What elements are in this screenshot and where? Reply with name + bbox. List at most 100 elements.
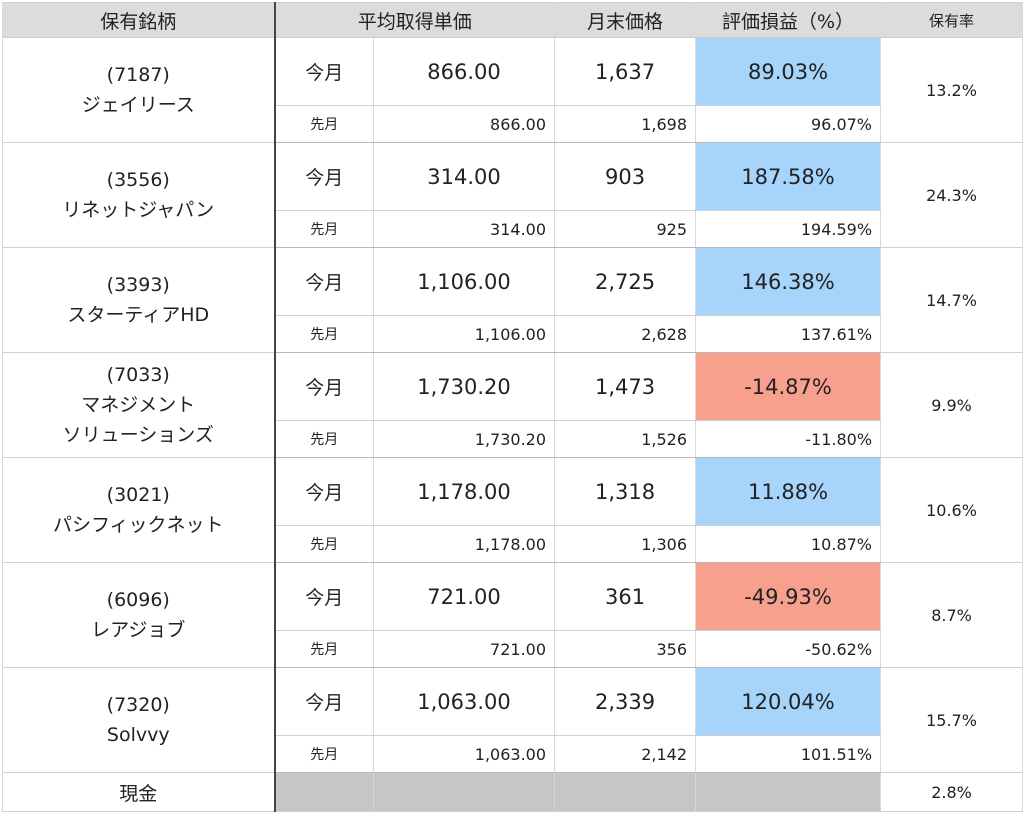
previous-avg-cost: 721.00 (372, 630, 556, 668)
header-holding: 保有銘柄 (2, 2, 276, 38)
previous-month-end-price: 1,698 (554, 105, 697, 143)
current-gain-loss: 89.03% (695, 37, 882, 106)
current-avg-cost: 866.00 (372, 37, 556, 106)
previous-month-label: 先月 (274, 525, 374, 563)
previous-month-end-price: 2,628 (554, 315, 697, 353)
holding-current-row: (7187) ジェイリース 今月 866.00 1,637 89.03% 13.2% (2, 37, 1024, 143)
previous-gain-loss: 10.87% (695, 525, 882, 563)
previous-gain-loss: 101.51% (695, 735, 882, 773)
cash-ratio: 2.8% (880, 772, 1024, 812)
holding-ratio: 15.7% (880, 667, 1024, 773)
previous-gain-loss: -50.62% (695, 630, 882, 668)
current-month-label: 今月 (274, 457, 374, 526)
stock-code: (7033) (106, 364, 170, 386)
previous-month-end-price: 925 (554, 210, 697, 248)
previous-month-label: 先月 (274, 105, 374, 143)
holding-ratio: 24.3% (880, 142, 1024, 248)
stock-code: (3556) (106, 169, 170, 191)
holding-current-row: (6096) レアジョブ 今月 721.00 361 -49.93% 8.7% (2, 562, 1024, 668)
holding-previous-row: 先月 721.00 356 -50.62% (3, 630, 1023, 668)
previous-avg-cost: 866.00 (372, 105, 556, 143)
previous-avg-cost: 1,106.00 (372, 315, 556, 353)
current-avg-cost: 1,178.00 (372, 457, 556, 526)
holding-previous-row: 先月 314.00 925 194.59% (3, 210, 1023, 248)
current-month-end-price: 361 (554, 562, 697, 631)
stock-code: (6096) (106, 589, 170, 611)
stock-code: (3393) (106, 274, 170, 296)
current-gain-loss: -49.93% (695, 562, 882, 631)
stock-name-line2: ソリューションズ (62, 424, 214, 446)
current-avg-cost: 314.00 (372, 142, 556, 211)
current-avg-cost: 1,730.20 (372, 352, 556, 421)
holding-name-cell: (6096) レアジョブ (2, 562, 276, 668)
stock-name: リネットジャパン (62, 199, 215, 221)
previous-gain-loss: 96.07% (695, 105, 882, 143)
holding-ratio: 10.6% (880, 457, 1024, 563)
previous-gain-loss: 194.59% (695, 210, 882, 248)
holding-previous-row: 先月 1,178.00 1,306 10.87% (3, 525, 1023, 563)
stock-name: マネジメント (81, 394, 196, 416)
current-gain-loss: 120.04% (695, 667, 882, 736)
previous-month-label: 先月 (274, 210, 374, 248)
previous-month-end-price: 2,142 (554, 735, 697, 773)
holding-name-cell: (3021) パシフィックネット (2, 457, 276, 563)
cash-blank-avg (372, 772, 556, 812)
previous-avg-cost: 1,730.20 (372, 420, 556, 458)
holding-ratio: 13.2% (880, 37, 1024, 143)
previous-month-end-price: 1,306 (554, 525, 697, 563)
current-month-end-price: 1,473 (554, 352, 697, 421)
current-month-end-price: 1,318 (554, 457, 697, 526)
holding-previous-row: 先月 1,063.00 2,142 101.51% (3, 735, 1023, 773)
header-avg-cost: 平均取得単価 (273, 2, 556, 38)
holding-ratio: 9.9% (880, 352, 1024, 458)
holding-previous-row: 先月 866.00 1,698 96.07% (3, 105, 1023, 143)
previous-avg-cost: 1,063.00 (372, 735, 556, 773)
stock-name: ジェイリース (81, 94, 195, 116)
cash-label: 現金 (2, 772, 276, 812)
holding-current-row: (3556) リネットジャパン 今月 314.00 903 187.58% 24.3% (2, 142, 1024, 248)
header-row: 保有銘柄 平均取得単価 月末価格 評価損益（%） 保有率 (2, 2, 1024, 38)
previous-month-label: 先月 (274, 315, 374, 353)
cash-blank-price (554, 772, 697, 812)
cash-row: 現金 2.8% (2, 772, 1024, 812)
current-month-label: 今月 (274, 37, 374, 106)
current-month-end-price: 1,637 (554, 37, 697, 106)
header-gain-loss: 評価損益（%） (695, 2, 882, 38)
current-month-label: 今月 (274, 352, 374, 421)
cash-blank-label (274, 772, 374, 812)
current-month-end-price: 903 (554, 142, 697, 211)
previous-month-label: 先月 (274, 420, 374, 458)
holding-current-row: (3393) スターティアHD 今月 1,106.00 2,725 146.38% 14.7… (2, 247, 1024, 353)
current-gain-loss: 187.58% (695, 142, 882, 211)
holding-name-cell: (7187) ジェイリース (2, 37, 276, 143)
current-month-label: 今月 (274, 667, 374, 736)
current-gain-loss: -14.87% (695, 352, 882, 421)
holdings-table: 保有銘柄 平均取得単価 月末価格 評価損益（%） 保有率 (7187) ジェイリー… (2, 2, 1024, 812)
previous-month-label: 先月 (274, 735, 374, 773)
header-ratio: 保有率 (880, 2, 1024, 38)
holding-ratio: 8.7% (880, 562, 1024, 668)
current-gain-loss: 11.88% (695, 457, 882, 526)
current-avg-cost: 1,063.00 (372, 667, 556, 736)
current-month-end-price: 2,725 (554, 247, 697, 316)
holding-name-cell: (3393) スターティアHD (2, 247, 276, 353)
holding-name-cell: (7320) Solvvy (2, 667, 276, 773)
previous-month-label: 先月 (274, 630, 374, 668)
holding-name-cell: (3556) リネットジャパン (2, 142, 276, 248)
holding-previous-row: 先月 1,106.00 2,628 137.61% (3, 315, 1023, 353)
previous-gain-loss: 137.61% (695, 315, 882, 353)
current-month-label: 今月 (274, 562, 374, 631)
previous-gain-loss: -11.80% (695, 420, 882, 458)
current-avg-cost: 1,106.00 (372, 247, 556, 316)
current-month-label: 今月 (274, 247, 374, 316)
holding-name-cell: (7033) マネジメント ソリューションズ (2, 352, 276, 458)
holding-current-row: (7033) マネジメント ソリューションズ 今月 1,730.20 1,473 -14.8… (2, 352, 1024, 458)
stock-name: Solvvy (106, 724, 170, 746)
holdings-body: (7187) ジェイリース 今月 866.00 1,637 89.03% 13.2% 先月 86… (2, 37, 1024, 812)
holding-previous-row: 先月 1,730.20 1,526 -11.80% (3, 420, 1023, 458)
holding-ratio: 14.7% (880, 247, 1024, 353)
current-month-end-price: 2,339 (554, 667, 697, 736)
current-avg-cost: 721.00 (372, 562, 556, 631)
header-month-end-price: 月末価格 (554, 2, 697, 38)
previous-avg-cost: 1,178.00 (372, 525, 556, 563)
